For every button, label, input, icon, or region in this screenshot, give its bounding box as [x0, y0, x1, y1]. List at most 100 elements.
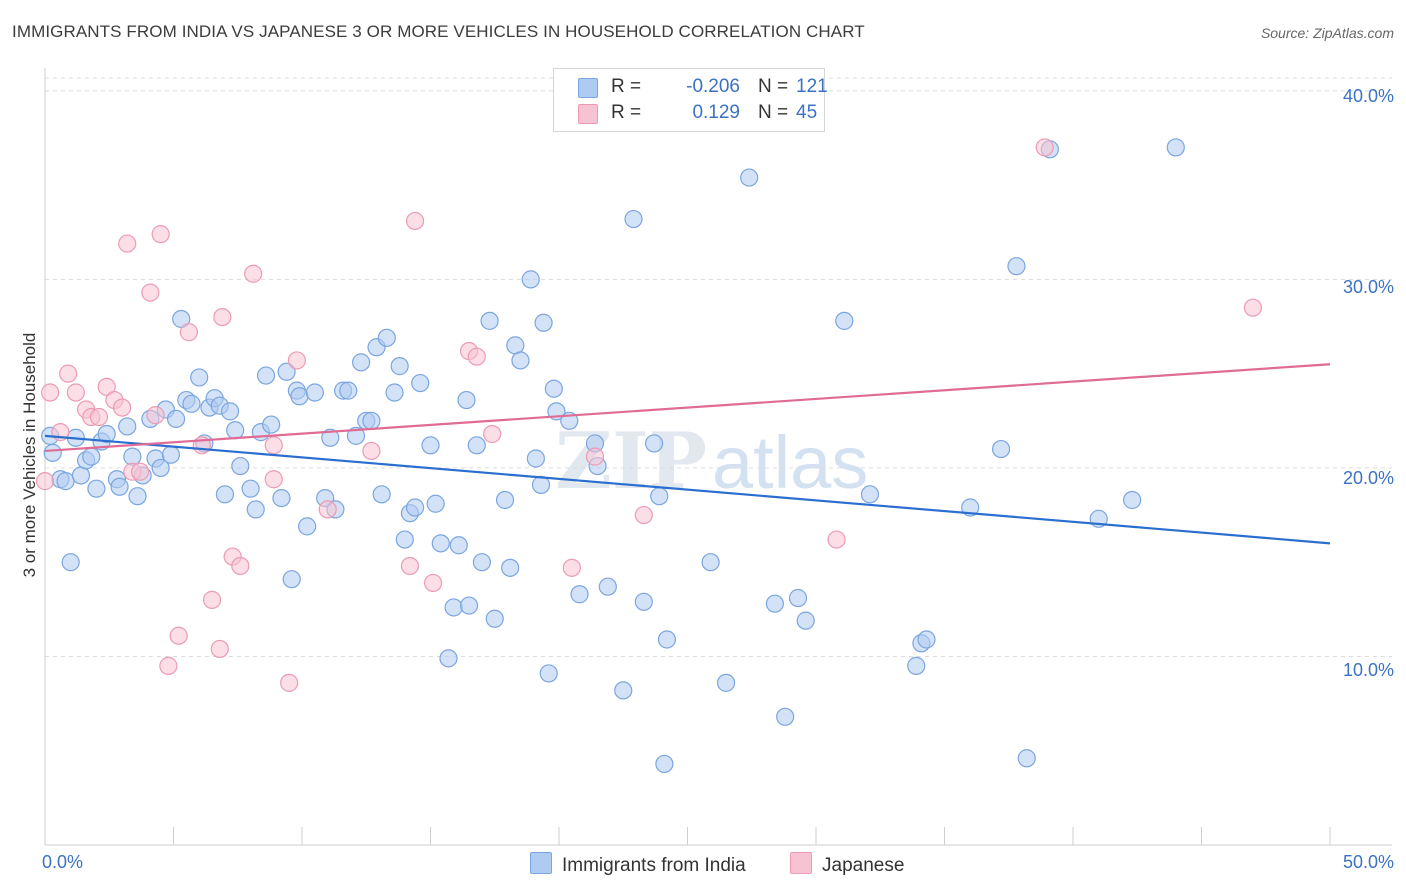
india-point	[190, 368, 209, 387]
japanese-trendline	[44, 363, 1331, 453]
japanese-point	[585, 447, 605, 466]
india-point	[449, 536, 468, 555]
india-point	[991, 439, 1011, 459]
japanese-point	[264, 436, 283, 455]
india-point	[390, 357, 409, 376]
india-point	[657, 630, 677, 649]
bottom-legend-swatch-japanese	[790, 852, 812, 874]
india-point	[634, 592, 653, 611]
legend-swatch-india	[578, 78, 598, 98]
india-point	[431, 534, 450, 553]
india-point	[321, 428, 340, 447]
india-point	[226, 421, 245, 440]
india-point	[480, 311, 499, 330]
india-point	[151, 458, 170, 478]
india-point	[544, 379, 563, 398]
legend-n-label: N =	[758, 102, 789, 123]
japanese-point	[318, 500, 337, 519]
india-point	[506, 336, 525, 355]
india-point	[43, 443, 62, 462]
japanese-point	[89, 407, 109, 427]
india-point	[82, 447, 101, 466]
india-point	[277, 362, 296, 381]
india-point	[788, 588, 808, 608]
india-point	[215, 485, 234, 504]
japanese-point	[362, 441, 381, 461]
india-point	[128, 487, 147, 506]
india-point	[305, 383, 324, 402]
india-point	[511, 351, 530, 370]
japanese-point	[59, 364, 78, 383]
india-point	[118, 417, 137, 436]
india-point	[655, 754, 674, 774]
india-point	[539, 664, 558, 683]
india-point	[835, 311, 854, 330]
india-point	[352, 353, 371, 372]
india-point	[61, 553, 80, 572]
bottom-legend-swatch-india	[530, 852, 552, 874]
japanese-point	[400, 556, 420, 576]
india-point	[534, 313, 553, 332]
india-point	[907, 656, 926, 675]
japanese-point	[1243, 298, 1263, 317]
india-point	[796, 611, 815, 630]
india-point	[439, 649, 458, 668]
india-point	[961, 498, 980, 517]
japanese-point	[1035, 138, 1054, 157]
india-point	[1007, 257, 1026, 276]
japanese-point	[130, 462, 150, 481]
x-tick-label-max: 50.0%	[1342, 852, 1394, 872]
india-point	[405, 498, 425, 517]
india-point	[765, 594, 784, 613]
india-point	[421, 436, 440, 455]
india-point	[220, 402, 240, 421]
india-point	[97, 424, 116, 444]
y-axis-label: 3 or more Vehicles in Household	[20, 332, 39, 578]
y-tick-label-10: 10.0%	[1342, 660, 1394, 680]
india-point	[385, 383, 404, 402]
india-point	[256, 366, 276, 385]
japanese-point	[287, 351, 306, 370]
source-label: Source: ZipAtlas.com	[1260, 25, 1394, 41]
legend-r-value: -0.206	[686, 76, 740, 97]
india-point	[110, 477, 129, 496]
india-point	[262, 415, 281, 434]
y-tick-label-40: 40.0%	[1342, 86, 1394, 106]
india-point	[182, 394, 201, 413]
india-point	[346, 426, 366, 445]
japanese-point	[151, 225, 170, 244]
india-point	[459, 596, 479, 615]
india-point	[1017, 749, 1036, 768]
bottom-legend-label-japanese: Japanese	[822, 855, 905, 876]
india-point	[231, 456, 250, 476]
india-point	[467, 436, 486, 455]
japanese-point	[827, 530, 846, 549]
india-point	[444, 598, 463, 617]
japanese-point	[634, 505, 653, 525]
india-point	[426, 494, 445, 513]
india-point	[650, 487, 669, 506]
india-point	[701, 553, 720, 572]
japanese-point	[264, 470, 283, 489]
india-point	[241, 479, 260, 498]
india-point	[485, 609, 504, 628]
india-point	[372, 485, 391, 504]
chart-title: IMMIGRANTS FROM INDIA VS JAPANESE 3 OR M…	[12, 22, 865, 41]
japanese-point	[179, 323, 199, 342]
japanese-point	[141, 283, 160, 302]
india-point	[716, 673, 736, 692]
japanese-point	[423, 573, 443, 593]
india-point	[56, 472, 75, 491]
japanese-point	[146, 406, 165, 425]
japanese-point	[244, 264, 263, 283]
india-point	[1123, 490, 1142, 510]
india-point	[501, 558, 520, 577]
legend-n-value: 45	[796, 102, 818, 123]
legend-r-label: R =	[611, 102, 642, 123]
india-point	[166, 409, 186, 429]
japanese-point	[213, 307, 232, 327]
india-point	[624, 209, 643, 229]
india-point	[1166, 138, 1185, 157]
india-trendline	[44, 434, 1331, 545]
